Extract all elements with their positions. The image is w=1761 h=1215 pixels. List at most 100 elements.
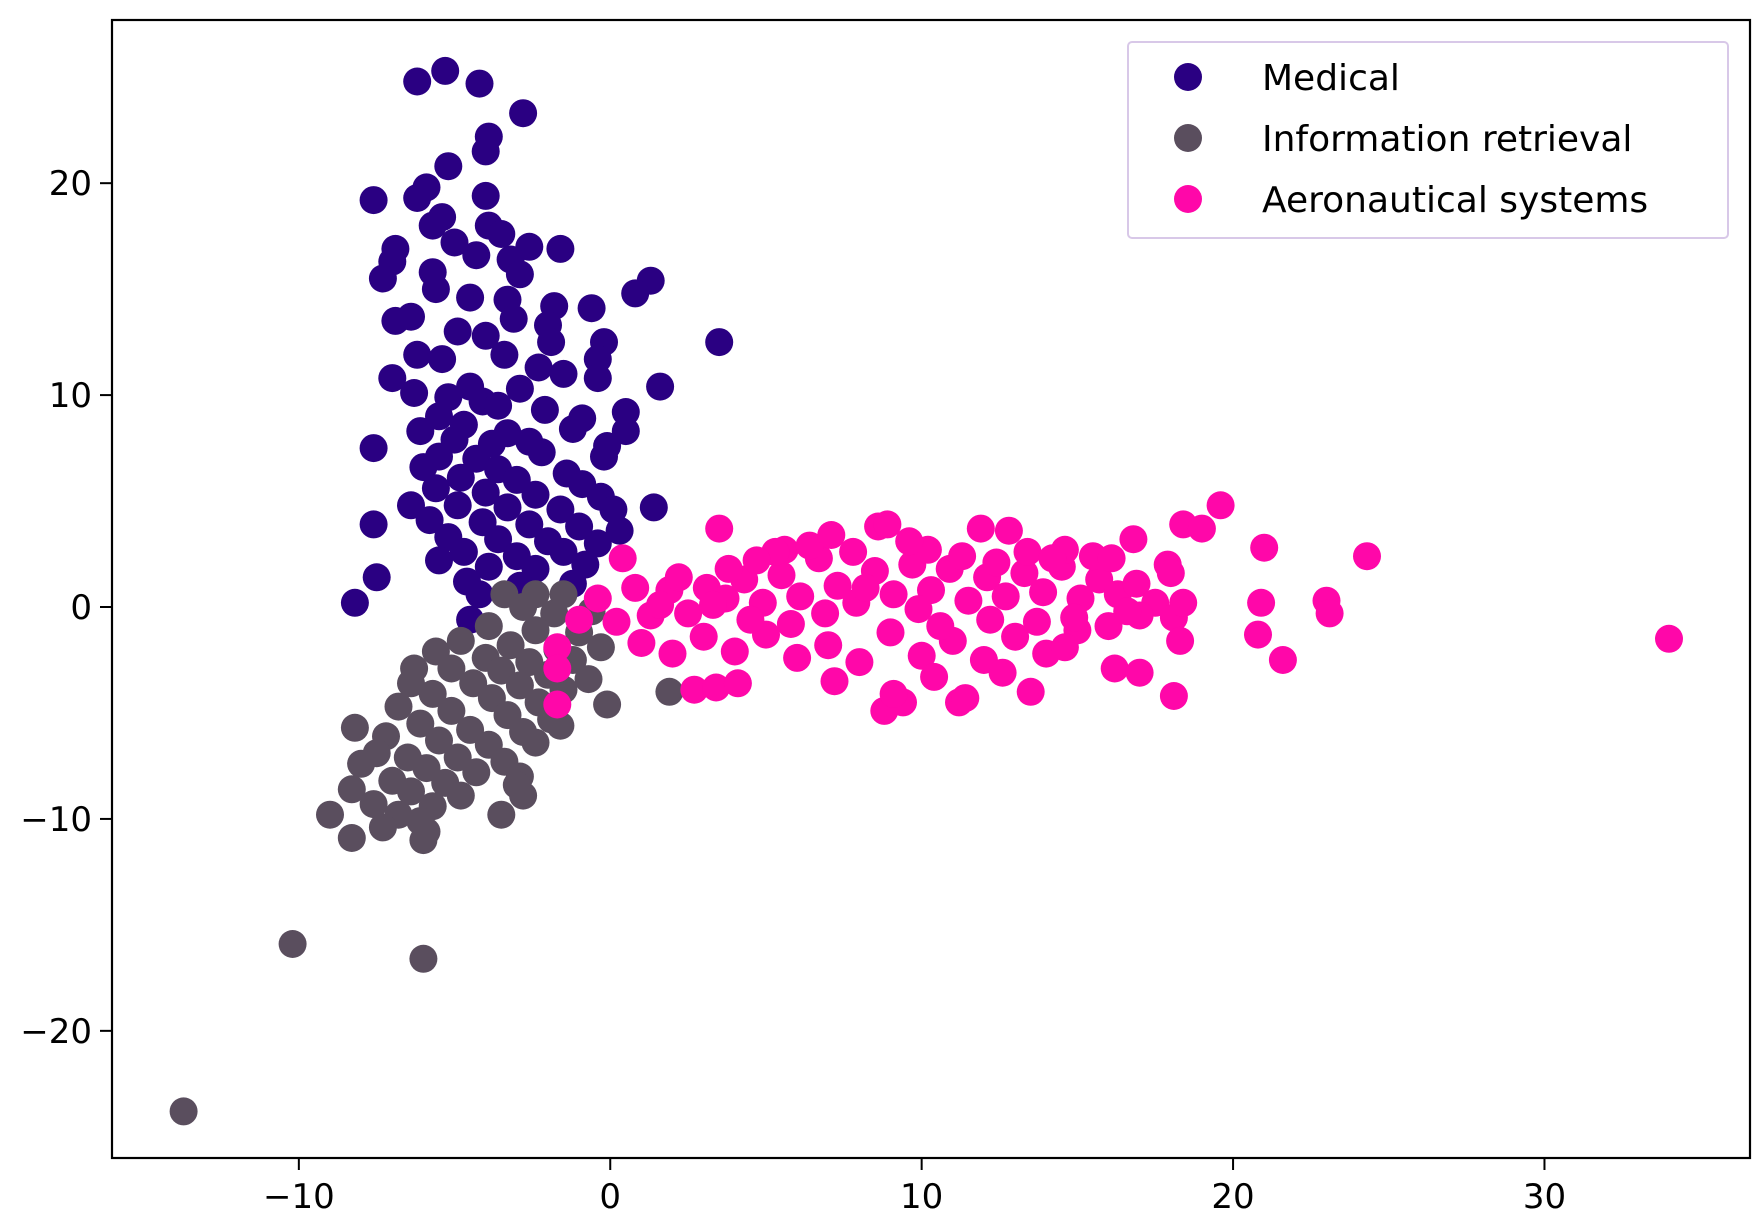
point-0-18 xyxy=(546,234,575,263)
legend-label-0: Medical xyxy=(1262,58,1400,99)
point-2-104 xyxy=(948,542,977,571)
point-0-72 xyxy=(527,438,556,467)
point-2-19 xyxy=(823,571,852,600)
point-2-49 xyxy=(907,641,936,670)
point-0-80 xyxy=(421,474,450,503)
point-2-111 xyxy=(1060,603,1089,632)
point-2-26 xyxy=(954,586,983,615)
point-0-82 xyxy=(521,480,550,509)
point-2-94 xyxy=(994,516,1023,545)
point-0-97 xyxy=(484,525,513,554)
legend-marker-1 xyxy=(1174,124,1202,152)
point-2-10 xyxy=(674,599,703,628)
x-tick-label-3: 20 xyxy=(1211,1177,1254,1215)
point-0-64 xyxy=(611,417,640,446)
point-1-9 xyxy=(446,626,475,655)
point-2-79 xyxy=(1247,588,1276,617)
point-2-108 xyxy=(851,573,880,602)
point-1-69 xyxy=(278,930,307,958)
point-2-78 xyxy=(1244,620,1272,649)
point-0-3 xyxy=(509,99,538,128)
point-0-88 xyxy=(639,493,668,522)
point-2-99 xyxy=(1119,525,1148,554)
point-1-50 xyxy=(462,758,491,787)
point-0-1 xyxy=(403,67,432,96)
point-2-76 xyxy=(1187,514,1216,543)
point-0-103 xyxy=(425,546,453,575)
point-1-56 xyxy=(397,777,425,806)
point-1-37 xyxy=(456,715,485,744)
point-2-57 xyxy=(680,675,709,704)
point-0-90 xyxy=(415,506,444,535)
point-2-40 xyxy=(627,629,656,657)
point-2-83 xyxy=(1315,599,1344,628)
point-1-48 xyxy=(347,749,376,778)
point-2-48 xyxy=(876,618,905,647)
point-0-28 xyxy=(456,283,485,312)
point-0-100 xyxy=(449,537,478,566)
point-0-20 xyxy=(462,241,491,270)
point-0-56 xyxy=(530,395,559,424)
point-1-58 xyxy=(509,781,538,810)
point-1-6 xyxy=(474,612,503,641)
point-1-35 xyxy=(340,713,369,742)
legend-box xyxy=(1127,41,1729,239)
point-0-16 xyxy=(440,228,469,257)
point-2-1 xyxy=(543,633,572,662)
point-1-3 xyxy=(509,593,538,621)
point-2-46 xyxy=(814,631,843,660)
point-0-0 xyxy=(431,56,460,85)
point-0-48 xyxy=(378,364,407,393)
point-2-98 xyxy=(1097,544,1126,573)
point-0-102 xyxy=(549,537,578,566)
legend-marker-2 xyxy=(1174,185,1202,213)
point-0-99 xyxy=(583,529,612,558)
point-2-113 xyxy=(776,610,805,638)
point-2-7 xyxy=(621,573,650,602)
point-1-63 xyxy=(487,800,516,829)
point-0-12 xyxy=(418,211,447,240)
point-0-81 xyxy=(471,478,500,507)
legend-label-2: Aeronautical systems xyxy=(1262,180,1648,221)
point-1-59 xyxy=(359,790,388,819)
point-0-85 xyxy=(443,491,472,520)
point-2-60 xyxy=(820,667,849,696)
point-2-12 xyxy=(705,514,734,543)
point-1-29 xyxy=(593,690,622,719)
point-2-67 xyxy=(988,658,1017,687)
point-0-25 xyxy=(421,275,450,304)
y-tick-label-1: −10 xyxy=(20,800,92,840)
point-0-14 xyxy=(487,220,516,248)
point-2-59 xyxy=(723,669,752,698)
point-1-23 xyxy=(505,671,534,700)
point-2-45 xyxy=(783,643,812,672)
point-0-74 xyxy=(409,453,438,482)
point-0-43 xyxy=(490,340,519,369)
point-2-41 xyxy=(658,639,687,668)
point-1-49 xyxy=(412,754,441,783)
point-2-17 xyxy=(786,582,815,611)
point-1-22 xyxy=(459,669,488,698)
point-1-43 xyxy=(521,728,550,757)
point-2-5 xyxy=(583,584,612,613)
point-0-51 xyxy=(505,374,534,403)
point-2-119 xyxy=(736,605,765,634)
point-0-27 xyxy=(621,279,650,308)
point-1-57 xyxy=(446,781,475,810)
point-2-22 xyxy=(879,580,908,609)
point-0-8 xyxy=(403,184,432,212)
point-1-4 xyxy=(540,599,569,628)
point-2-84 xyxy=(1353,542,1381,571)
point-1-17 xyxy=(437,654,466,683)
point-2-39 xyxy=(1166,626,1195,655)
point-0-49 xyxy=(400,379,429,407)
point-0-69 xyxy=(359,434,388,463)
point-2-80 xyxy=(1250,533,1279,562)
point-0-92 xyxy=(515,510,544,539)
point-2-106 xyxy=(1038,544,1067,573)
point-0-86 xyxy=(493,493,522,522)
point-2-52 xyxy=(1001,622,1030,651)
point-0-40 xyxy=(705,328,734,357)
point-1-31 xyxy=(384,692,413,721)
y-tick-label-2: 0 xyxy=(70,588,92,628)
